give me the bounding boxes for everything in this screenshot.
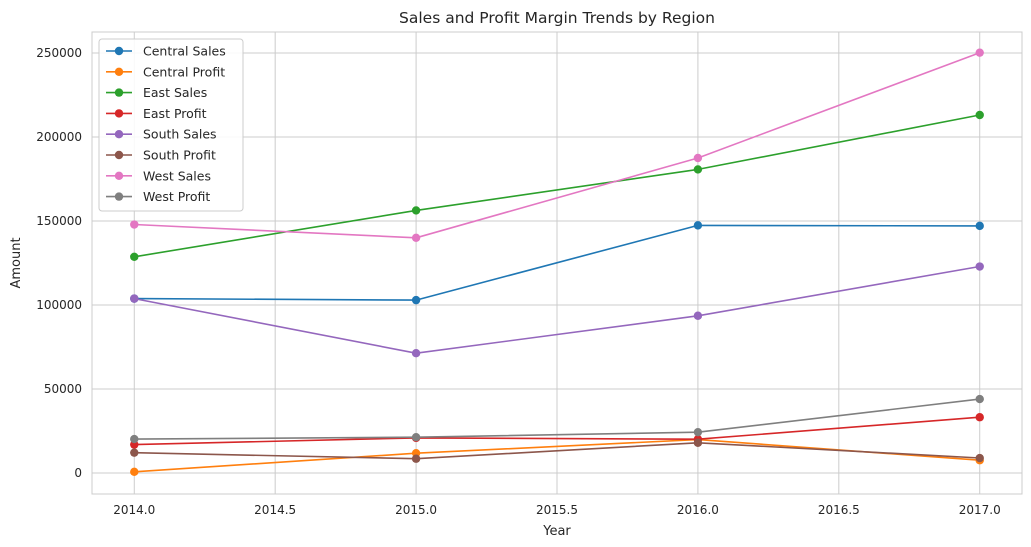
data-point [411, 454, 421, 463]
series-line-west-sales [134, 51, 980, 239]
legend-label: Central Profit [143, 64, 225, 79]
data-point [693, 427, 703, 437]
legend-item-central-profit: Central Profit [106, 64, 225, 79]
series-central-sales [130, 221, 984, 305]
data-point [130, 294, 139, 303]
y-axis-label: Amount [9, 237, 24, 288]
legend-marker [114, 150, 124, 160]
x-axis-label: Year [542, 524, 571, 539]
legend-item-central-sales: Central Sales [106, 44, 226, 59]
legend-item-south-sales: South Sales [106, 127, 217, 142]
x-tick-label: 2016.5 [818, 503, 860, 517]
legend-label: West Profit [143, 189, 210, 204]
legend-item-west-profit: West Profit [106, 189, 210, 204]
y-tick-label: 150000 [36, 214, 82, 228]
legend-frame [98, 38, 244, 212]
x-tick-label: 2015.5 [536, 503, 578, 517]
y-tick-label: 0 [74, 466, 82, 480]
data-point [411, 206, 421, 215]
legend-label: East Profit [143, 106, 207, 121]
data-point [130, 252, 139, 261]
data-point [411, 349, 421, 358]
data-point [693, 438, 703, 447]
data-point [975, 48, 984, 57]
chart-title: Sales and Profit Margin Trends by Region [399, 9, 715, 27]
y-tick-label: 100000 [36, 298, 82, 312]
data-point [975, 262, 984, 271]
series-south-profit [130, 438, 984, 463]
legend-item-east-profit: East Profit [106, 106, 207, 121]
legend-marker [114, 130, 124, 139]
legend: Central Sales Central Profit East Sales Eas… [98, 38, 244, 212]
legend-item-east-sales: East Sales [106, 85, 207, 100]
series-line-south-sales [134, 265, 980, 355]
series-line-west-profit [134, 398, 980, 440]
legend-marker [114, 46, 124, 56]
x-tick-label: 2015.0 [395, 503, 437, 517]
series-east-sales [130, 110, 984, 261]
legend-item-south-profit: South Profit [106, 148, 216, 163]
series-south-sales [130, 262, 984, 358]
data-point [130, 434, 139, 444]
series-west-sales [130, 48, 984, 242]
grid [92, 32, 1022, 494]
data-point [411, 433, 421, 442]
series-line-central-sales [134, 224, 980, 301]
data-point [693, 311, 703, 320]
legend-marker [114, 171, 124, 180]
data-point [975, 413, 984, 422]
x-tick-label: 2014.5 [254, 503, 296, 517]
x-tick-label: 2016.0 [677, 503, 719, 517]
legend-label: East Sales [143, 85, 207, 100]
legend-label: South Profit [143, 148, 216, 163]
series-line-east-sales [134, 114, 980, 258]
legend-label: South Sales [143, 127, 217, 142]
legend-marker [114, 88, 124, 97]
legend-label: Central Sales [143, 44, 226, 59]
data-point [975, 394, 984, 404]
legend-item-west-sales: West Sales [106, 168, 211, 183]
series-west-profit [130, 394, 984, 444]
legend-marker [114, 109, 124, 118]
x-axis-ticks: 2014.0 2014.5 2015.0 2015.5 2016.0 2016.5 2017… [113, 503, 1000, 517]
data-point [411, 295, 421, 305]
data-point [411, 233, 421, 242]
series-lines [130, 48, 984, 477]
data-point [693, 153, 703, 163]
y-tick-label: 250000 [36, 46, 82, 60]
data-point [975, 110, 984, 120]
y-tick-label: 50000 [44, 382, 82, 396]
series-line-south-profit [134, 441, 980, 460]
data-point [693, 165, 703, 174]
data-point [693, 221, 703, 230]
data-point [130, 467, 139, 477]
data-point [975, 221, 984, 231]
legend-marker [114, 192, 124, 201]
data-point [975, 453, 984, 463]
data-point [130, 220, 139, 229]
y-axis-ticks: 0 50000 100000 150000 200000 250000 [36, 46, 82, 480]
y-tick-label: 200000 [36, 130, 82, 144]
series-line-east-profit [134, 416, 980, 446]
legend-marker [114, 67, 124, 77]
x-tick-label: 2017.0 [959, 503, 1001, 517]
plot-frame [91, 31, 1023, 495]
data-point [130, 448, 139, 457]
legend-label: West Sales [143, 168, 211, 183]
x-tick-label: 2014.0 [113, 503, 155, 517]
